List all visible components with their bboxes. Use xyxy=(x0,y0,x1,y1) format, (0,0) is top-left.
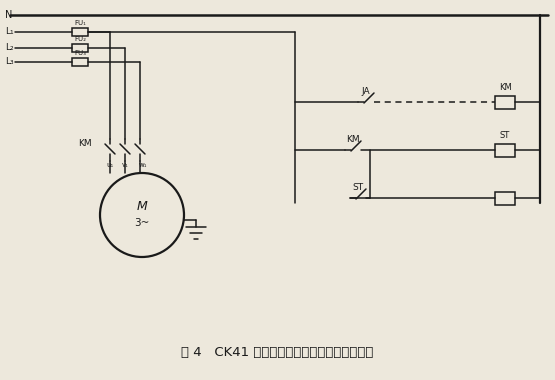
Text: FU₂: FU₂ xyxy=(74,36,86,42)
Text: L₁: L₁ xyxy=(5,27,14,36)
Bar xyxy=(495,192,515,204)
Text: FU₁: FU₁ xyxy=(74,20,86,26)
Text: ST: ST xyxy=(352,182,364,192)
Text: v₁: v₁ xyxy=(122,162,128,168)
Text: KM: KM xyxy=(498,82,511,92)
Text: L₂: L₂ xyxy=(5,43,14,52)
Bar xyxy=(72,28,88,36)
Text: KM: KM xyxy=(78,138,92,147)
Bar xyxy=(495,95,515,109)
Text: ST: ST xyxy=(500,130,510,139)
Bar xyxy=(72,44,88,52)
Text: FU₃: FU₃ xyxy=(74,50,86,56)
Text: KM: KM xyxy=(346,135,360,144)
Text: L₃: L₃ xyxy=(5,57,14,66)
Text: u₁: u₁ xyxy=(107,162,114,168)
Text: 3~: 3~ xyxy=(134,218,150,228)
Bar xyxy=(495,144,515,157)
Text: w₁: w₁ xyxy=(139,162,147,168)
Text: M: M xyxy=(137,201,148,214)
Bar xyxy=(72,58,88,66)
Text: N: N xyxy=(5,10,12,20)
Text: JA: JA xyxy=(362,87,370,95)
Text: 图 4   CK41 型高速封包机头控制器的改进电路: 图 4 CK41 型高速封包机头控制器的改进电路 xyxy=(181,345,373,358)
